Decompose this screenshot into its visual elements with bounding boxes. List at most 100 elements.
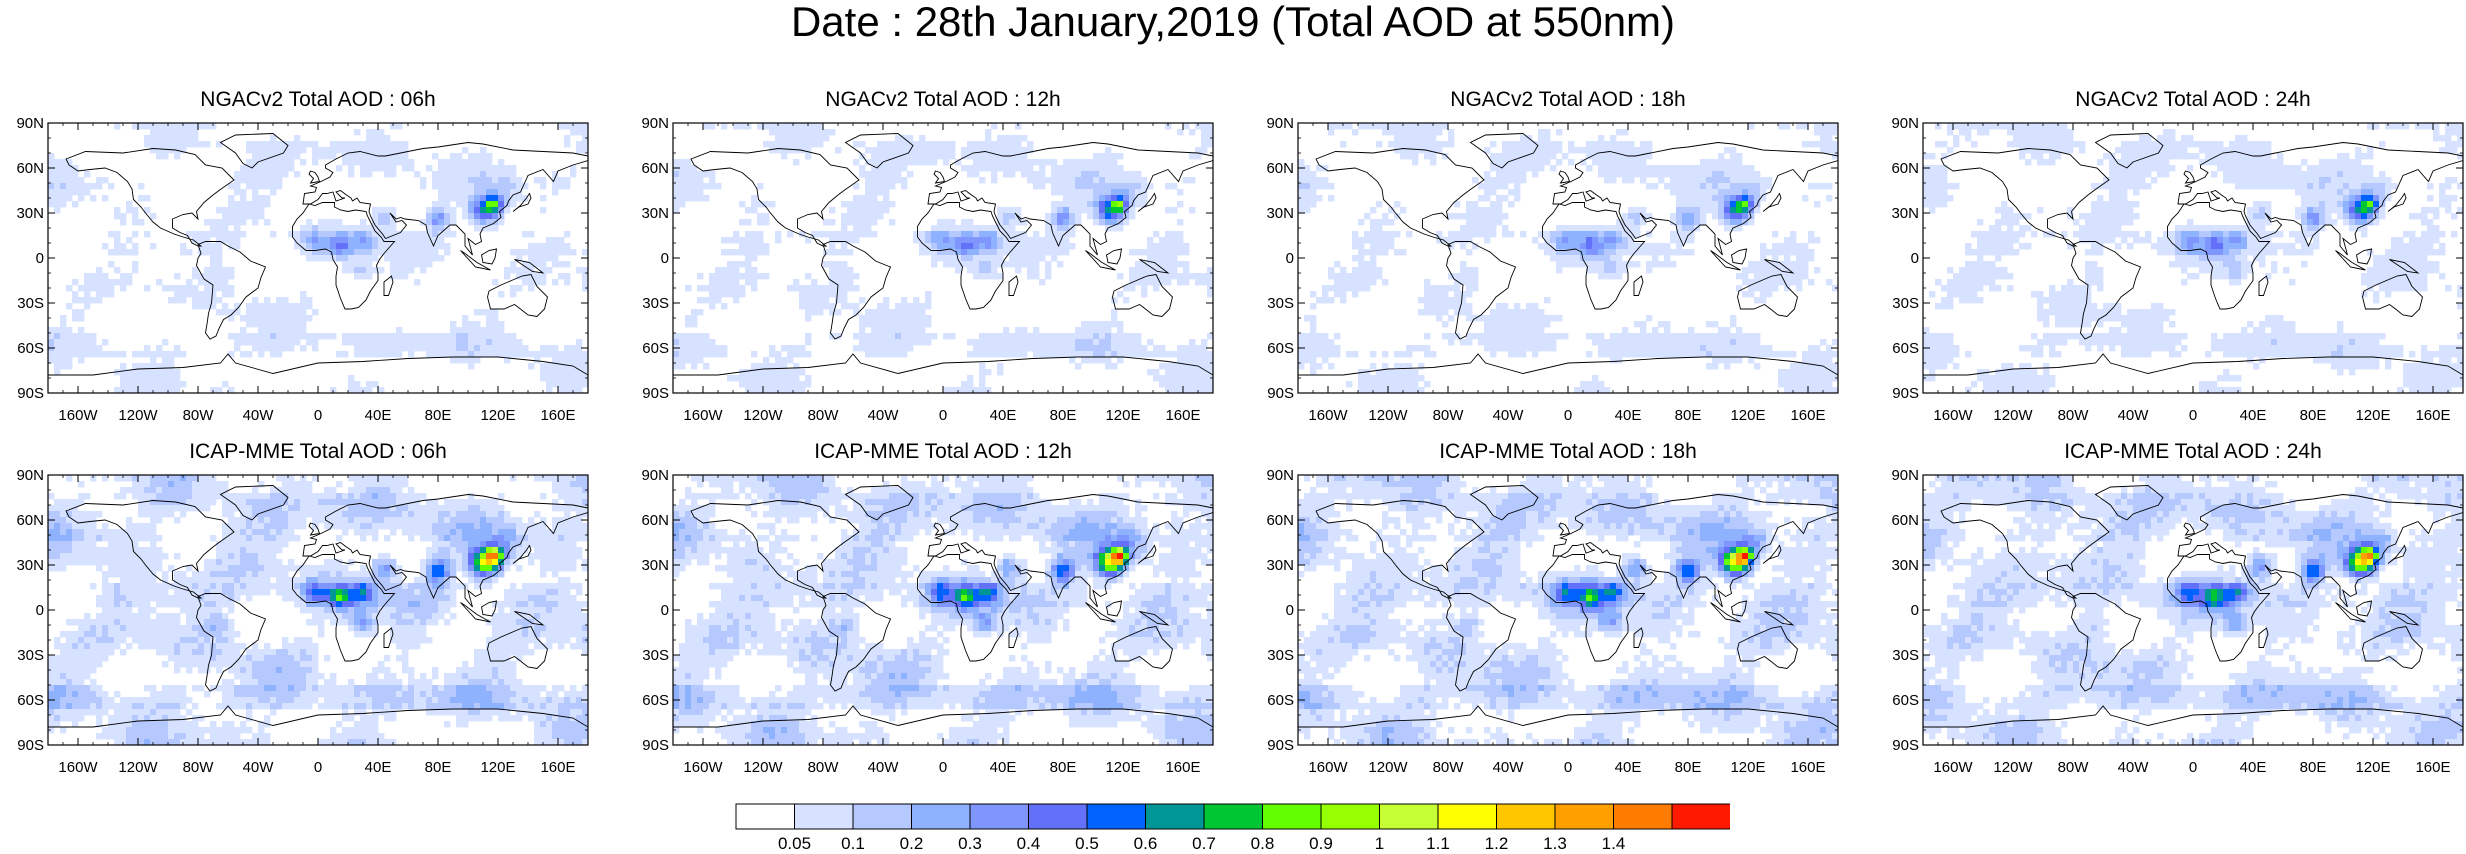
landmass-north-america	[1315, 500, 1485, 599]
colorbar-swatch	[969, 803, 1029, 830]
lat-tick-label: 90S	[17, 385, 44, 402]
lon-tick-label: 0	[314, 407, 322, 424]
aod-map: 90N 60N 30N 0 30S 60S 90S 160W 120W 80W 40W 0 40E 80E…	[16, 467, 589, 776]
landmass-australia	[2362, 274, 2423, 317]
lat-tick-label: 60N	[641, 160, 669, 177]
landmass-africa	[917, 202, 1021, 310]
lon-tick-label: 80W	[808, 407, 840, 424]
aod-map: 90N 60N 30N 0 30S 60S 90S 160W 120W 80W 40W 0 40E 80E…	[1266, 467, 1839, 776]
lon-tick-label: 120E	[2355, 407, 2390, 424]
lat-tick-label: 30N	[641, 205, 669, 222]
landmass-south-america	[821, 593, 892, 692]
landmass-antarctica	[1298, 353, 1838, 393]
landmass-borneo	[1105, 248, 1123, 265]
colorbar-label: 1.2	[1485, 834, 1509, 851]
landmass-australia	[487, 626, 548, 669]
map-panel: ICAP-MME Total AOD : 06h 90N 60N 30N 0 30S 60S…	[16, 440, 618, 790]
landmass-eurasia	[1552, 494, 1838, 608]
lat-tick-label: 90N	[16, 467, 44, 484]
lat-tick-label: 60N	[1266, 160, 1294, 177]
lon-tick-label: 0	[939, 759, 947, 776]
colorbar-label: 0.05	[778, 834, 811, 851]
colorbar-swatch	[1671, 803, 1730, 830]
aod-colorbar: 0.05 0.1 0.2 0.3 0.4 0.5 0.6 0.7 0.8 0.9 1 1.1 1.2 1.…	[735, 803, 1730, 851]
aod-map: 90N 60N 30N 0 30S 60S 90S 160W 120W 80W 40W 0 40E 80E…	[1891, 115, 2464, 424]
lat-tick-label: 30S	[642, 295, 669, 312]
landmass-new-guinea	[1764, 611, 1795, 626]
landmass-africa	[292, 554, 396, 662]
landmass-eurasia	[2177, 142, 2463, 256]
landmass-borneo	[480, 248, 498, 265]
panel-title: NGACv2 Total AOD : 24h	[2075, 88, 2311, 111]
coastlines	[48, 485, 588, 745]
lon-tick-label: 80W	[183, 407, 215, 424]
lon-tick-label: 120E	[1105, 759, 1140, 776]
map-panel: ICAP-MME Total AOD : 18h 90N 60N 30N 0 30S 60S…	[1266, 440, 1868, 790]
colorbar-label: 0.1	[841, 834, 865, 851]
lat-tick-label: 60S	[1892, 340, 1919, 357]
landmass-indonesia	[2335, 602, 2366, 623]
lat-tick-label: 30N	[1266, 557, 1294, 574]
colorbar-label: 0.6	[1134, 834, 1158, 851]
lon-tick-label: 40W	[243, 759, 275, 776]
colorbar-swatch	[1086, 803, 1146, 830]
landmass-borneo	[480, 600, 498, 617]
colorbar-label: 1.4	[1602, 834, 1626, 851]
landmass-madagascar	[2258, 627, 2269, 648]
lon-tick-label: 80W	[808, 759, 840, 776]
landmass-africa	[2167, 202, 2271, 310]
coastlines	[48, 133, 588, 393]
colorbar-label: 0.8	[1251, 834, 1275, 851]
lon-tick-label: 160W	[683, 759, 723, 776]
aod-field	[48, 123, 588, 393]
lon-tick-label: 40W	[868, 407, 900, 424]
lon-tick-label: 40E	[1615, 407, 1642, 424]
landmass-japan	[1137, 192, 1157, 212]
landmass-south-america	[2071, 241, 2142, 340]
landmass-new-guinea	[514, 259, 545, 274]
lat-tick-label: 90S	[17, 737, 44, 754]
colorbar-label: 0.7	[1192, 834, 1216, 851]
map-panel: NGACv2 Total AOD : 24h 90N 60N 30N 0 30S 60S 90…	[1891, 88, 2466, 438]
landmass-uk	[308, 522, 321, 536]
landmass-north-america	[690, 148, 860, 247]
colorbar-swatch	[852, 803, 912, 830]
landmass-australia	[1112, 626, 1173, 669]
map-panel: NGACv2 Total AOD : 06h 90N 60N 30N 0 30S 60S 90…	[16, 88, 618, 438]
lat-tick-label: 60N	[1891, 512, 1919, 529]
aod-field	[48, 475, 588, 745]
landmass-indonesia	[2335, 250, 2366, 271]
landmass-australia	[2362, 626, 2423, 669]
lon-tick-label: 0	[1564, 407, 1572, 424]
landmass-greenland	[844, 485, 914, 521]
colorbar-swatch	[1145, 803, 1205, 830]
lon-tick-label: 80W	[2058, 407, 2090, 424]
lon-tick-label: 40E	[2240, 759, 2267, 776]
landmass-eurasia	[302, 142, 588, 256]
landmass-africa	[1542, 202, 1646, 310]
aod-field	[1923, 475, 2463, 745]
landmass-indonesia	[460, 602, 491, 623]
colorbar-label: 1.3	[1543, 834, 1567, 851]
landmass-new-guinea	[1764, 259, 1795, 274]
landmass-south-america	[196, 593, 267, 692]
landmass-japan	[1137, 544, 1157, 564]
landmass-africa	[917, 554, 1021, 662]
landmass-eurasia	[927, 494, 1213, 608]
lat-tick-label: 30S	[1267, 647, 1294, 664]
lat-tick-label: 0	[1286, 250, 1294, 267]
colorbar-label: 1.1	[1426, 834, 1450, 851]
landmass-eurasia	[2177, 494, 2463, 608]
lon-tick-label: 0	[2189, 407, 2197, 424]
landmass-south-america	[196, 241, 267, 340]
lat-tick-label: 60S	[642, 340, 669, 357]
lat-tick-label: 30N	[641, 557, 669, 574]
landmass-japan	[512, 544, 532, 564]
landmass-madagascar	[2258, 275, 2269, 296]
colorbar-swatch	[1613, 803, 1673, 830]
aod-map: 90N 60N 30N 0 30S 60S 90S 160W 120W 80W 40W 0 40E 80E…	[16, 115, 589, 424]
lon-tick-label: 40E	[365, 759, 392, 776]
lat-tick-label: 30S	[1892, 295, 1919, 312]
lat-tick-label: 30N	[1891, 205, 1919, 222]
landmass-japan	[1762, 544, 1782, 564]
